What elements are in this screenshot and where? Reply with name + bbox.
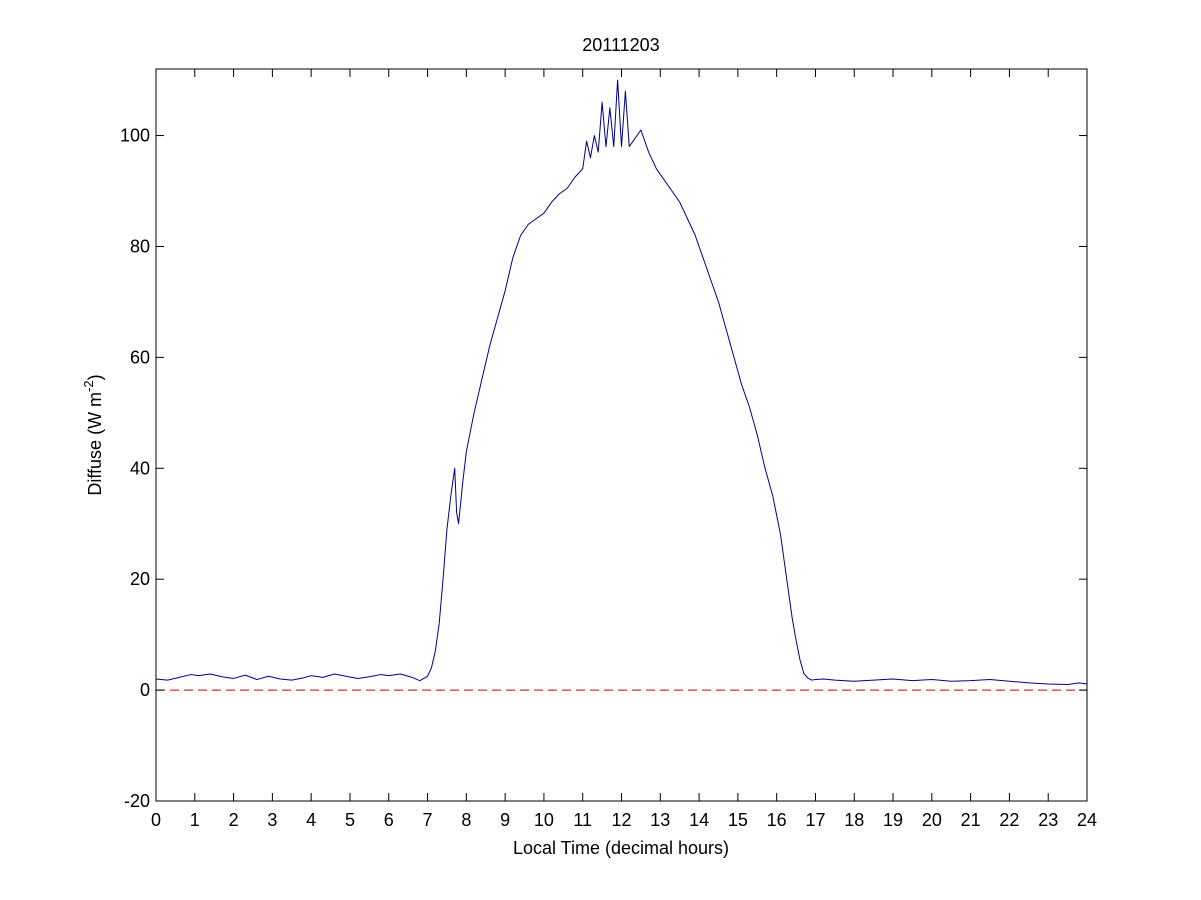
x-tick-label: 9 xyxy=(500,810,510,830)
x-tick-label: 15 xyxy=(728,810,748,830)
x-tick-label: 20 xyxy=(922,810,942,830)
x-tick-label: 19 xyxy=(883,810,903,830)
y-axis-label-main: Diffuse (W m xyxy=(85,392,105,496)
x-tick-label: 22 xyxy=(999,810,1019,830)
y-axis-label-superscript: -2 xyxy=(81,380,96,392)
x-tick-label: 4 xyxy=(306,810,316,830)
series-layer xyxy=(155,79,1088,691)
chart-title: 20111203 xyxy=(582,35,659,55)
plot-area: 0 1 2 3 4 5 6 7 8 9 10 11 12 13 14 15 16 17 18 19 20 21 22 23 24… xyxy=(120,68,1097,830)
y-tick-label: 100 xyxy=(120,126,150,146)
x-tick-label: 11 xyxy=(573,810,592,830)
x-tick-label: 24 xyxy=(1077,810,1097,830)
x-tick-label: 0 xyxy=(151,810,161,830)
y-tick-label: 80 xyxy=(130,236,150,256)
x-tick-label: 16 xyxy=(767,810,787,830)
x-tick-label: 14 xyxy=(689,810,709,830)
y-tick-label: 60 xyxy=(130,347,150,367)
x-tick-label: 7 xyxy=(423,810,433,830)
x-tick-label: 18 xyxy=(844,810,864,830)
y-tick-label: 0 xyxy=(140,680,150,700)
y-axis-label-suffix: ) xyxy=(85,374,105,380)
x-tick-label: 12 xyxy=(611,810,631,830)
x-tick-label: 8 xyxy=(461,810,471,830)
x-tick-label: 2 xyxy=(229,810,239,830)
x-tick-label: 13 xyxy=(650,810,670,830)
y-axis-label: Diffuse (W m-2) xyxy=(81,374,105,495)
x-tick-label: 5 xyxy=(345,810,355,830)
y-tick-label: 20 xyxy=(130,569,150,589)
x-axis-label: Local Time (decimal hours) xyxy=(513,838,729,858)
y-tick-label: 40 xyxy=(130,458,150,478)
x-tick-label: 1 xyxy=(190,810,200,830)
x-tick-label: 6 xyxy=(384,810,394,830)
x-tick-label: 17 xyxy=(805,810,825,830)
x-tick-label: 10 xyxy=(534,810,554,830)
tick-layer: 0 1 2 3 4 5 6 7 8 9 10 11 12 13 14 15 16 17 18 19 20 21 22 23 24… xyxy=(120,69,1097,830)
y-tick-label: -20 xyxy=(124,791,150,811)
diffuse-series-line xyxy=(155,79,1088,686)
x-tick-label: 21 xyxy=(961,810,981,830)
x-tick-label: 23 xyxy=(1038,810,1058,830)
plot-background xyxy=(156,69,1087,801)
x-tick-label: 3 xyxy=(267,810,277,830)
